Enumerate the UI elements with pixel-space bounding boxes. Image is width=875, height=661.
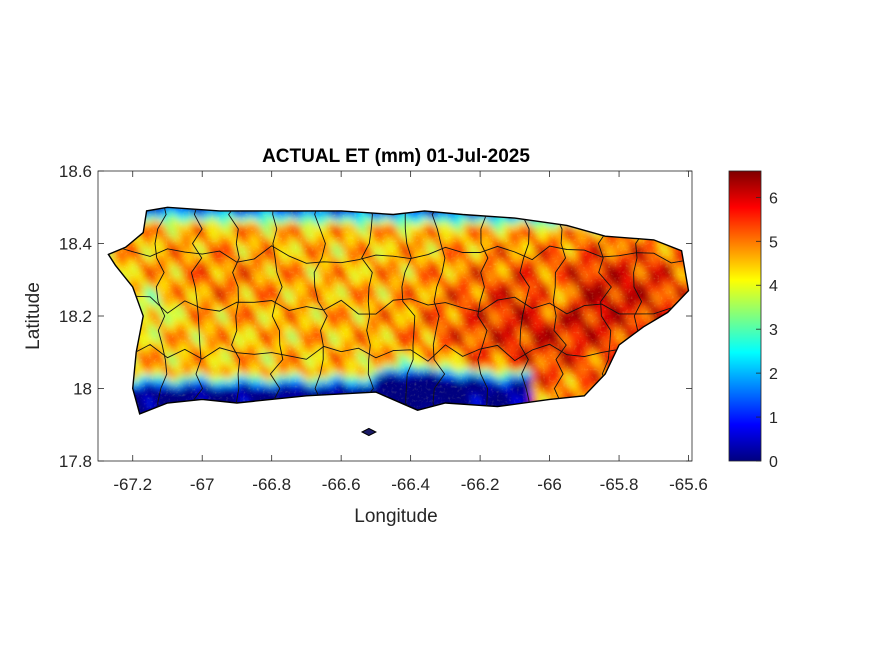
colorbar-tick-label: 0 [769,454,778,471]
x-tick-label: -65.8 [600,475,639,494]
x-tick-label: -66.4 [391,475,430,494]
x-tick-label: -66.8 [252,475,291,494]
x-tick-label: -67.2 [113,475,152,494]
y-tick-label: 18.4 [59,235,92,254]
colorbar [729,171,761,461]
x-tick-label: -67 [190,475,215,494]
y-tick-label: 17.8 [59,452,92,471]
x-tick-label: -65.6 [669,475,708,494]
y-tick-label: 18.2 [59,307,92,326]
colorbar-tick-label: 6 [769,190,778,207]
x-tick-label: -66.2 [461,475,500,494]
x-axis-label: Longitude [354,506,437,527]
x-tick-label: -66 [537,475,562,494]
colorbar-tick-label: 5 [769,234,778,251]
y-axis-label: Latitude [23,282,44,350]
colorbar-tick-label: 2 [769,366,778,383]
colorbar-tick-label: 4 [769,278,778,295]
colorbar-tick-label: 3 [769,322,778,339]
y-tick-label: 18.6 [59,162,92,181]
colorbar-tick-label: 1 [769,410,778,427]
y-tick-label: 18 [73,380,92,399]
chart-title: ACTUAL ET (mm) 01-Jul-2025 [262,146,530,167]
x-tick-label: -66.6 [322,475,361,494]
